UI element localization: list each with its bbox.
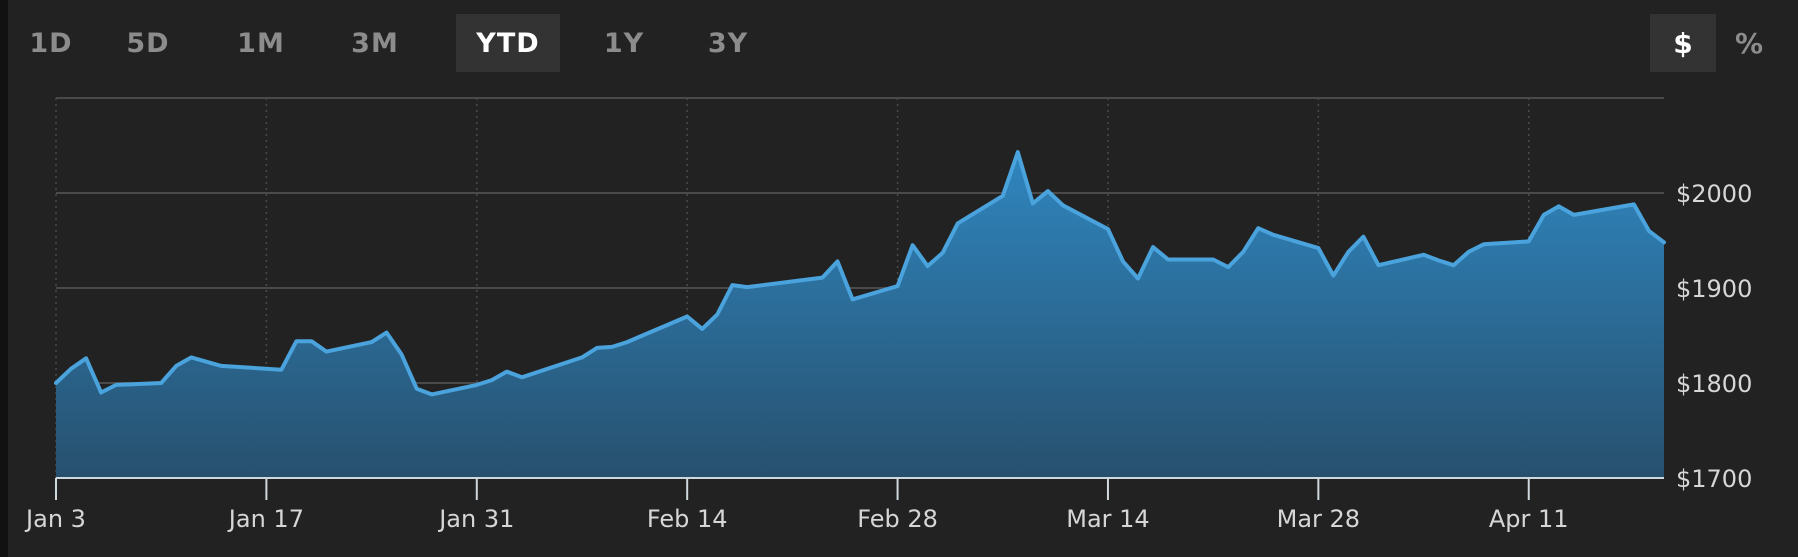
tab-1m[interactable]: 1M (237, 27, 285, 59)
tab-1y[interactable]: 1Y (603, 27, 645, 59)
x-tick-label: Jan 17 (227, 505, 304, 533)
tab-1d[interactable]: 1D (29, 27, 73, 59)
tab-3y[interactable]: 3Y (707, 27, 749, 59)
unit-tab-bar: $ % (1650, 14, 1782, 72)
y-tick-label: $1900 (1676, 275, 1752, 303)
y-tick-label: $1800 (1676, 370, 1752, 398)
tab-5d[interactable]: 5D (126, 27, 170, 59)
x-tick-label: Mar 14 (1066, 505, 1149, 533)
x-tick-label: Jan 31 (437, 505, 514, 533)
tab-3m[interactable]: 3M (351, 27, 399, 59)
x-tick-label: Feb 14 (647, 505, 728, 533)
tab-ytd[interactable]: YTD (456, 14, 560, 72)
tab-dollar[interactable]: $ (1650, 14, 1716, 72)
series-area (56, 152, 1664, 478)
range-tab-bar: 1D 5D 1M 3M YTD 1Y 3Y (8, 14, 780, 72)
y-tick-label: $2000 (1676, 180, 1752, 208)
x-tick-label: Jan 3 (24, 505, 86, 533)
price-area-chart: $2000 $1900 $1800 $1700 Jan 3 Jan 17 Jan 31 Feb… (24, 97, 1752, 533)
series-line (54, 150, 1666, 397)
tab-percent[interactable]: % (1734, 26, 1764, 60)
x-tick-label: Mar 28 (1277, 505, 1360, 533)
y-tick-label: $1700 (1676, 465, 1752, 493)
x-tick-label: Feb 28 (857, 505, 938, 533)
x-tick-label: Apr 11 (1489, 505, 1569, 533)
